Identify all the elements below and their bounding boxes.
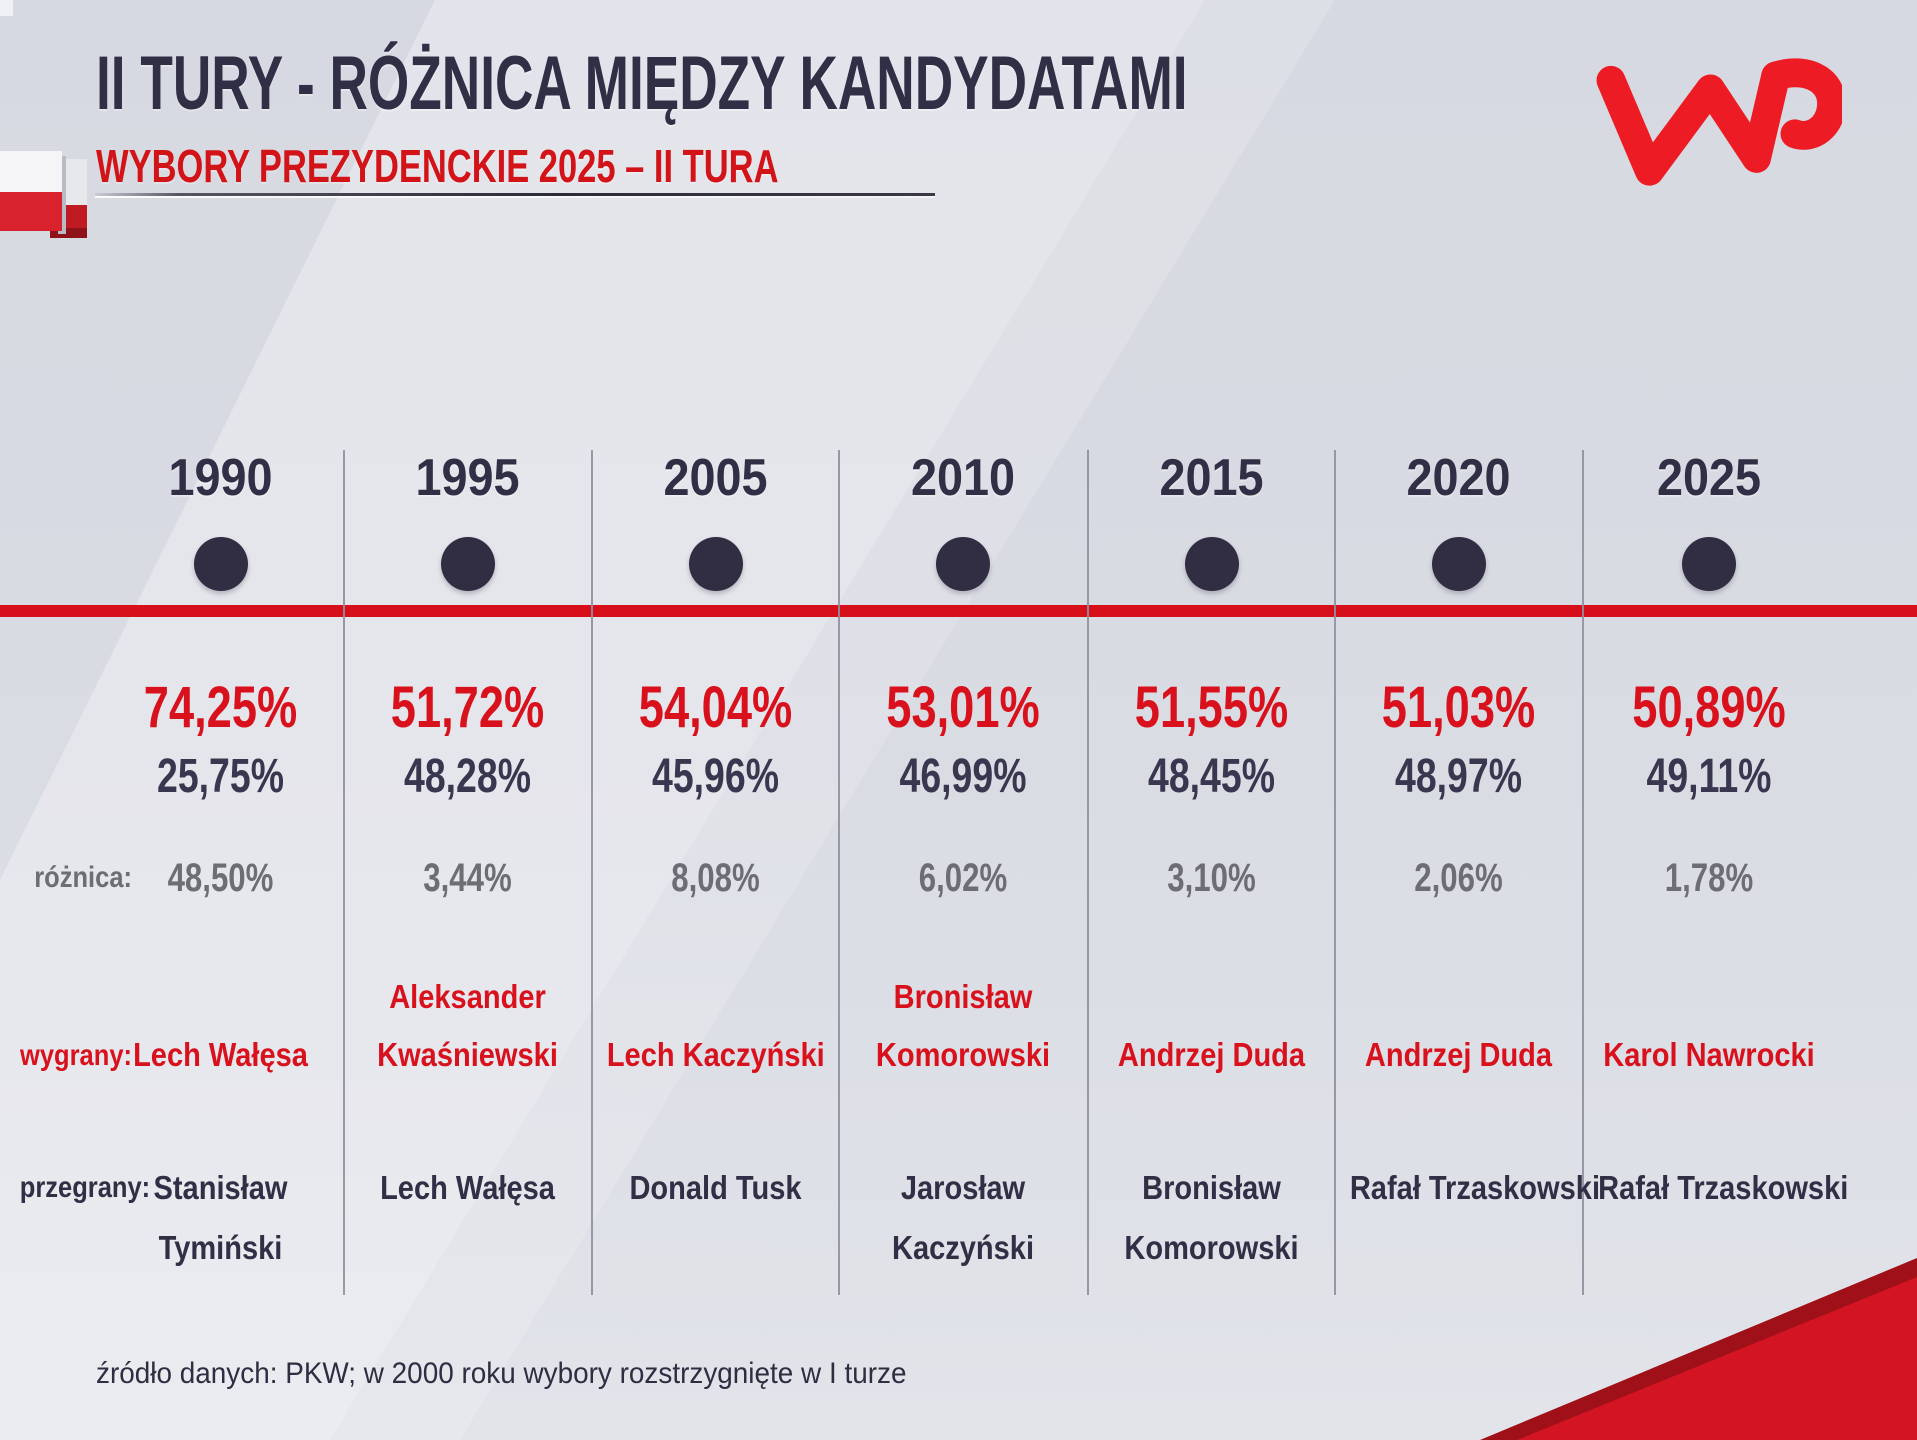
column-divider [1087,450,1089,1295]
winner-name: Lech Wałęsa [97,958,344,1084]
election-column-2005: 2005 54,04% 45,96% 8,08% Lech Kaczyński … [592,0,839,1440]
timeline-dot [193,537,248,591]
year-label: 2020 [1406,449,1511,507]
loser-percentage: 45,96% [652,750,779,803]
winner-name: Bronisław Komorowski [839,958,1087,1084]
loser-name-line: Donald Tusk [629,1169,802,1206]
column-divider [838,450,840,1295]
loser-percentage: 49,11% [1646,750,1772,803]
corner-square-decoration [0,0,13,16]
winner-name-line: Andrzej Duda [1117,1036,1306,1073]
winner-name: Andrzej Duda [1335,958,1582,1084]
loser-name: Lech Wałęsa [344,1158,591,1286]
timeline-dot [936,537,990,591]
winner-name: Lech Kaczyński [592,958,839,1084]
winner-percentage: 51,03% [1381,675,1536,740]
loser-percentage: 48,45% [1148,750,1275,803]
loser-name: Rafał Trzaskowski [1583,1158,1849,1286]
difference-value: 6,02% [918,856,1008,900]
timeline-dot [1184,537,1239,591]
winner-name-line: Bronisław [893,978,1033,1015]
winner-name-line: Lech Wałęsa [133,1036,308,1073]
winner-name-line: Karol Nawrocki [1603,1036,1815,1073]
loser-name-line: Bronisław [1142,1169,1281,1206]
wp-logo-icon [1596,58,1842,186]
year-label: 1990 [168,449,273,507]
loser-name-line: Rafał Trzaskowski [1598,1169,1849,1206]
election-column-1990: 1990 74,25% 25,75% 48,50% Lech Wałęsa St… [97,0,344,1440]
source-note: źródło danych: PKW; w 2000 roku wybory r… [96,1357,907,1390]
loser-name-line: Lech Wałęsa [380,1169,555,1206]
loser-name-line: Stanisław [153,1169,288,1206]
timeline-dot [688,537,743,591]
loser-name-line: Komorowski [1124,1229,1299,1266]
election-column-2015: 2015 51,55% 48,45% 3,10% Andrzej Duda Br… [1088,0,1335,1440]
winner-name: Andrzej Duda [1088,958,1335,1084]
year-label: 2015 [1159,449,1264,507]
column-divider [343,450,345,1295]
loser-name-line: Kaczyński [891,1229,1035,1266]
difference-value: 3,44% [423,856,512,900]
year-label: 1995 [415,449,520,507]
loser-name: Bronisław Komorowski [1088,1158,1335,1286]
row-label-loser: przegrany: [19,1171,151,1204]
column-divider [1582,450,1584,1295]
difference-value: 48,50% [167,856,274,900]
winner-percentage: 53,01% [886,675,1040,740]
page-title: II TURY - RÓŻNICA MIĘDZY KANDYDATAMI [96,41,1188,126]
timeline-dot [1431,537,1486,591]
year-label: 2025 [1656,449,1762,507]
loser-percentage: 48,97% [1395,750,1522,803]
winner-percentage: 51,72% [390,675,545,740]
winner-name: Karol Nawrocki [1583,958,1835,1084]
column-divider [591,450,593,1295]
loser-percentage: 25,75% [157,750,284,803]
election-column-1995: 1995 51,72% 48,28% 3,44% Aleksander Kwaś… [344,0,591,1440]
difference-value: 8,08% [671,856,760,900]
winner-percentage: 54,04% [638,675,793,740]
election-column-2010: 2010 53,01% 46,99% 6,02% Bronisław Komor… [839,0,1087,1440]
difference-value: 1,78% [1664,856,1754,900]
timeline-dot [1682,537,1736,591]
loser-percentage: 46,99% [899,750,1027,803]
winner-name-line: Aleksander [389,978,546,1015]
election-column-2025: 2025 50,89% 49,11% 1,78% Karol Nawrocki … [1583,0,1849,1440]
year-label: 2005 [663,449,768,507]
winner-percentage: 50,89% [1632,675,1786,740]
election-column-2020: 2020 51,03% 48,97% 2,06% Andrzej Duda Ra… [1335,0,1601,1440]
page-subtitle: WYBORY PREZYDENCKIE 2025 – II TURA [96,140,779,192]
winner-percentage: 74,25% [143,675,298,740]
timeline-dot [440,537,495,591]
poland-flag-icon [0,151,87,238]
winner-name-line: Komorowski [875,1036,1051,1073]
loser-percentage: 48,28% [404,750,531,803]
loser-name-line: Rafał Trzaskowski [1349,1169,1601,1206]
row-label-difference: różnica: [34,861,132,894]
difference-value: 3,10% [1167,856,1256,900]
timeline-axis [0,605,1917,617]
loser-name-line: Tymiński [158,1229,283,1266]
winner-name-line: Andrzej Duda [1364,1036,1553,1073]
loser-name: Jarosław Kaczyński [839,1158,1087,1286]
year-label: 2010 [910,449,1016,507]
winner-percentage: 51,55% [1134,675,1289,740]
loser-name: Donald Tusk [592,1158,839,1286]
loser-name-line: Jarosław [900,1169,1026,1206]
loser-name: Rafał Trzaskowski [1335,1158,1601,1286]
row-label-winner: wygrany: [20,1039,132,1072]
column-divider [1334,450,1336,1295]
subtitle-underline [95,193,935,198]
loser-name: Stanisław Tymiński [97,1158,344,1286]
difference-value: 2,06% [1414,856,1503,900]
winner-name-line: Lech Kaczyński [606,1036,825,1073]
winner-name-line: Kwaśniewski [377,1036,558,1073]
winner-name: Aleksander Kwaśniewski [344,958,591,1084]
